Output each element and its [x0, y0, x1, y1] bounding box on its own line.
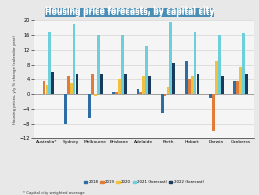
Bar	[236, 81, 239, 94]
Bar	[161, 94, 163, 113]
Bar	[164, 94, 167, 96]
Bar	[185, 61, 188, 94]
Bar	[209, 94, 212, 98]
Bar	[64, 94, 67, 124]
Bar	[188, 80, 191, 94]
Bar	[94, 94, 97, 96]
Bar	[91, 74, 94, 94]
Text: Housing price forecasts, by capital city: Housing price forecasts, by capital city	[45, 6, 214, 15]
Bar	[115, 92, 118, 94]
Y-axis label: Housing prices, y/y % change (calendar year): Housing prices, y/y % change (calendar y…	[13, 35, 17, 124]
Bar	[221, 76, 224, 94]
Bar	[124, 74, 127, 94]
Bar	[245, 74, 248, 94]
Bar	[191, 76, 193, 94]
Bar	[48, 32, 51, 94]
Legend: 2018, 2019, 2020, 2021 (forecast), 2022 (forecast): 2018, 2019, 2020, 2021 (forecast), 2022 …	[82, 179, 205, 186]
Bar	[43, 81, 46, 94]
Bar	[242, 33, 245, 94]
Bar	[215, 61, 218, 94]
Bar	[172, 63, 175, 94]
Bar	[148, 76, 151, 94]
Bar	[118, 80, 121, 94]
Bar	[136, 89, 139, 94]
Bar	[100, 74, 103, 94]
Bar	[70, 83, 73, 94]
Bar	[73, 24, 75, 94]
Bar	[239, 66, 242, 94]
Bar	[112, 92, 115, 94]
Bar	[51, 72, 54, 94]
Text: * Capital city weighted average: * Capital city weighted average	[23, 191, 85, 195]
Bar	[145, 46, 148, 94]
Bar	[139, 92, 142, 94]
Bar	[67, 76, 70, 94]
Bar	[212, 94, 215, 131]
Bar	[76, 74, 78, 94]
Bar	[46, 85, 48, 94]
Bar	[121, 35, 124, 94]
Bar	[169, 22, 172, 94]
Bar	[142, 76, 145, 94]
Bar	[88, 94, 91, 118]
Bar	[197, 74, 199, 94]
Bar	[194, 32, 196, 94]
Bar	[167, 87, 169, 94]
Bar	[218, 35, 221, 94]
Bar	[97, 35, 100, 94]
Text: Housing price forecasts, by capital city: Housing price forecasts, by capital city	[45, 8, 214, 17]
Bar	[233, 81, 236, 94]
